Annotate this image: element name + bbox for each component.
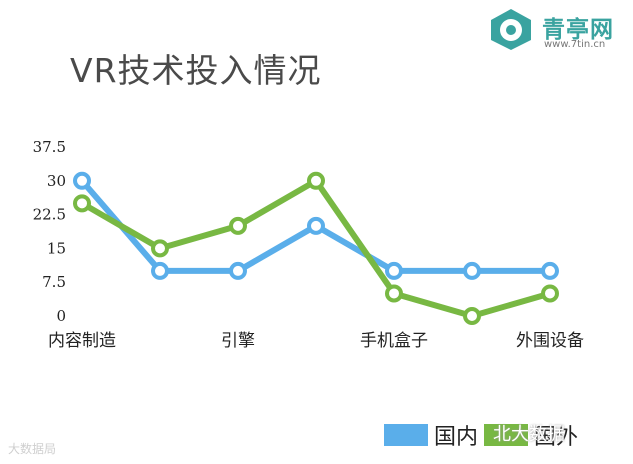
legend-swatch-foreign <box>484 424 529 446</box>
y-tick-label: 37.5 <box>33 138 66 156</box>
logo-url: www.7tin.cn <box>544 39 606 50</box>
data-point <box>307 216 325 235</box>
legend-label-domestic: 国内 <box>434 425 479 450</box>
data-point <box>151 239 169 258</box>
x-tick-label: 内容制造 <box>48 331 116 351</box>
logo-name: 青亭网 <box>542 17 614 43</box>
data-point <box>463 307 481 325</box>
data-point <box>541 261 559 280</box>
legend-swatch-domestic <box>384 424 428 446</box>
data-point <box>385 284 403 303</box>
legend-label-foreign: 国外 <box>534 425 579 450</box>
x-tick-label: 外围设备 <box>516 331 584 351</box>
data-point <box>541 284 559 303</box>
y-tick-label: 0 <box>56 307 66 325</box>
data-point <box>229 216 247 235</box>
x-tick-label: 引擎 <box>221 331 255 351</box>
y-tick-label: 15 <box>47 239 66 257</box>
x-tick-label: 手机盒子 <box>360 331 428 351</box>
chart-title: VR技术投入情况 <box>70 51 322 90</box>
watermark-right: 北大数据 <box>493 424 565 445</box>
brand-logo: 青亭网 www.7tin.cn <box>486 6 626 56</box>
data-point <box>151 261 169 280</box>
data-point <box>307 171 325 190</box>
data-point <box>463 261 481 280</box>
data-point <box>73 194 91 213</box>
data-point <box>229 261 247 280</box>
x-axis: 内容制造 引擎 手机盒子 外围设备 <box>48 331 584 351</box>
data-point <box>73 171 91 190</box>
legend: 国内 国外 <box>384 418 584 452</box>
logo-mark-icon <box>491 9 531 50</box>
y-tick-label: 22.5 <box>33 206 66 224</box>
y-tick-label: 30 <box>47 172 66 190</box>
legend-item-domestic: 国内 <box>384 419 478 451</box>
watermark-left: 大数据局 <box>8 442 57 456</box>
series-layer <box>73 171 559 325</box>
legend-item-foreign: 国外 <box>484 419 578 451</box>
y-axis: 0 7.5 15 22.5 30 37.5 <box>33 138 66 325</box>
y-tick-label: 7.5 <box>42 273 66 291</box>
data-point <box>385 261 403 280</box>
